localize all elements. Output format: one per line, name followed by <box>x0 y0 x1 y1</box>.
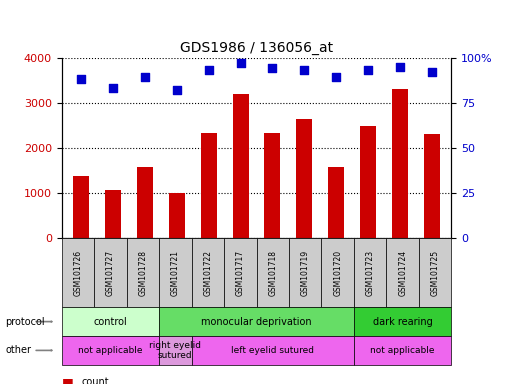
Bar <box>169 194 185 238</box>
Text: GSM101724: GSM101724 <box>398 250 407 296</box>
Bar <box>297 119 312 238</box>
Text: dark rearing: dark rearing <box>373 316 432 327</box>
Point <box>236 60 245 66</box>
Text: GSM101720: GSM101720 <box>333 250 342 296</box>
Text: GSM101726: GSM101726 <box>73 250 82 296</box>
Text: monocular deprivation: monocular deprivation <box>201 316 312 327</box>
Bar <box>105 190 121 238</box>
Bar <box>424 134 440 238</box>
Bar <box>392 89 408 238</box>
Text: control: control <box>93 316 127 327</box>
Text: other: other <box>5 345 31 356</box>
Point <box>76 76 85 82</box>
Point <box>332 74 341 81</box>
Point <box>428 69 437 75</box>
Point <box>109 85 117 91</box>
Bar <box>201 133 216 238</box>
Text: GSM101722: GSM101722 <box>203 250 212 296</box>
Bar <box>73 176 89 238</box>
Bar <box>265 133 281 238</box>
Text: GSM101721: GSM101721 <box>171 250 180 296</box>
Text: GSM101718: GSM101718 <box>268 250 277 296</box>
Text: GSM101723: GSM101723 <box>366 250 374 296</box>
Bar <box>136 167 153 238</box>
Bar <box>232 94 248 238</box>
Point <box>205 67 213 73</box>
Text: right eyelid
sutured: right eyelid sutured <box>149 341 201 360</box>
Text: count: count <box>81 377 109 384</box>
Text: GSM101725: GSM101725 <box>431 250 440 296</box>
Text: not applicable: not applicable <box>78 346 143 355</box>
Bar <box>360 126 377 238</box>
Text: ■: ■ <box>62 376 73 384</box>
Text: left eyelid sutured: left eyelid sutured <box>231 346 314 355</box>
Text: not applicable: not applicable <box>370 346 435 355</box>
Bar <box>328 167 344 238</box>
Point <box>300 67 308 73</box>
Point <box>396 64 404 70</box>
Point <box>268 65 277 71</box>
Text: GSM101719: GSM101719 <box>301 250 310 296</box>
Text: GSM101727: GSM101727 <box>106 250 115 296</box>
Point <box>364 67 372 73</box>
Point <box>141 74 149 81</box>
Text: GSM101728: GSM101728 <box>139 250 147 296</box>
Text: protocol: protocol <box>5 316 45 327</box>
Title: GDS1986 / 136056_at: GDS1986 / 136056_at <box>180 41 333 55</box>
Text: GSM101717: GSM101717 <box>236 250 245 296</box>
Point <box>172 87 181 93</box>
